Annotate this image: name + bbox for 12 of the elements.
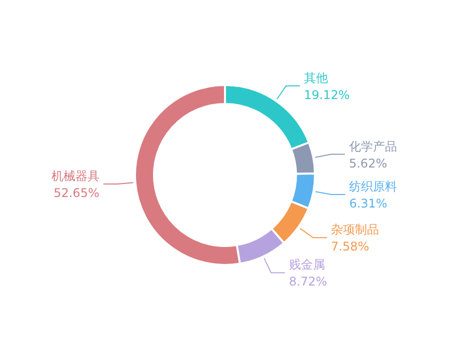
data-label: 8.72% bbox=[289, 274, 328, 289]
slice-label: 杂项制品 bbox=[331, 222, 380, 237]
data-label: 5.62% bbox=[348, 156, 388, 170]
data-label: 52.65% bbox=[54, 186, 100, 200]
slice-label: 机械器具 bbox=[51, 168, 100, 183]
slice-label: 贱金属 bbox=[289, 258, 326, 272]
slice-label: 纺织原料 bbox=[349, 180, 398, 194]
data-label: 6.31% bbox=[349, 196, 388, 211]
slice-label: 其他 bbox=[304, 70, 328, 85]
data-label: 19.12% bbox=[304, 88, 350, 102]
slice-label: 化学产品 bbox=[348, 139, 397, 154]
data-label: 7.58% bbox=[331, 240, 370, 254]
